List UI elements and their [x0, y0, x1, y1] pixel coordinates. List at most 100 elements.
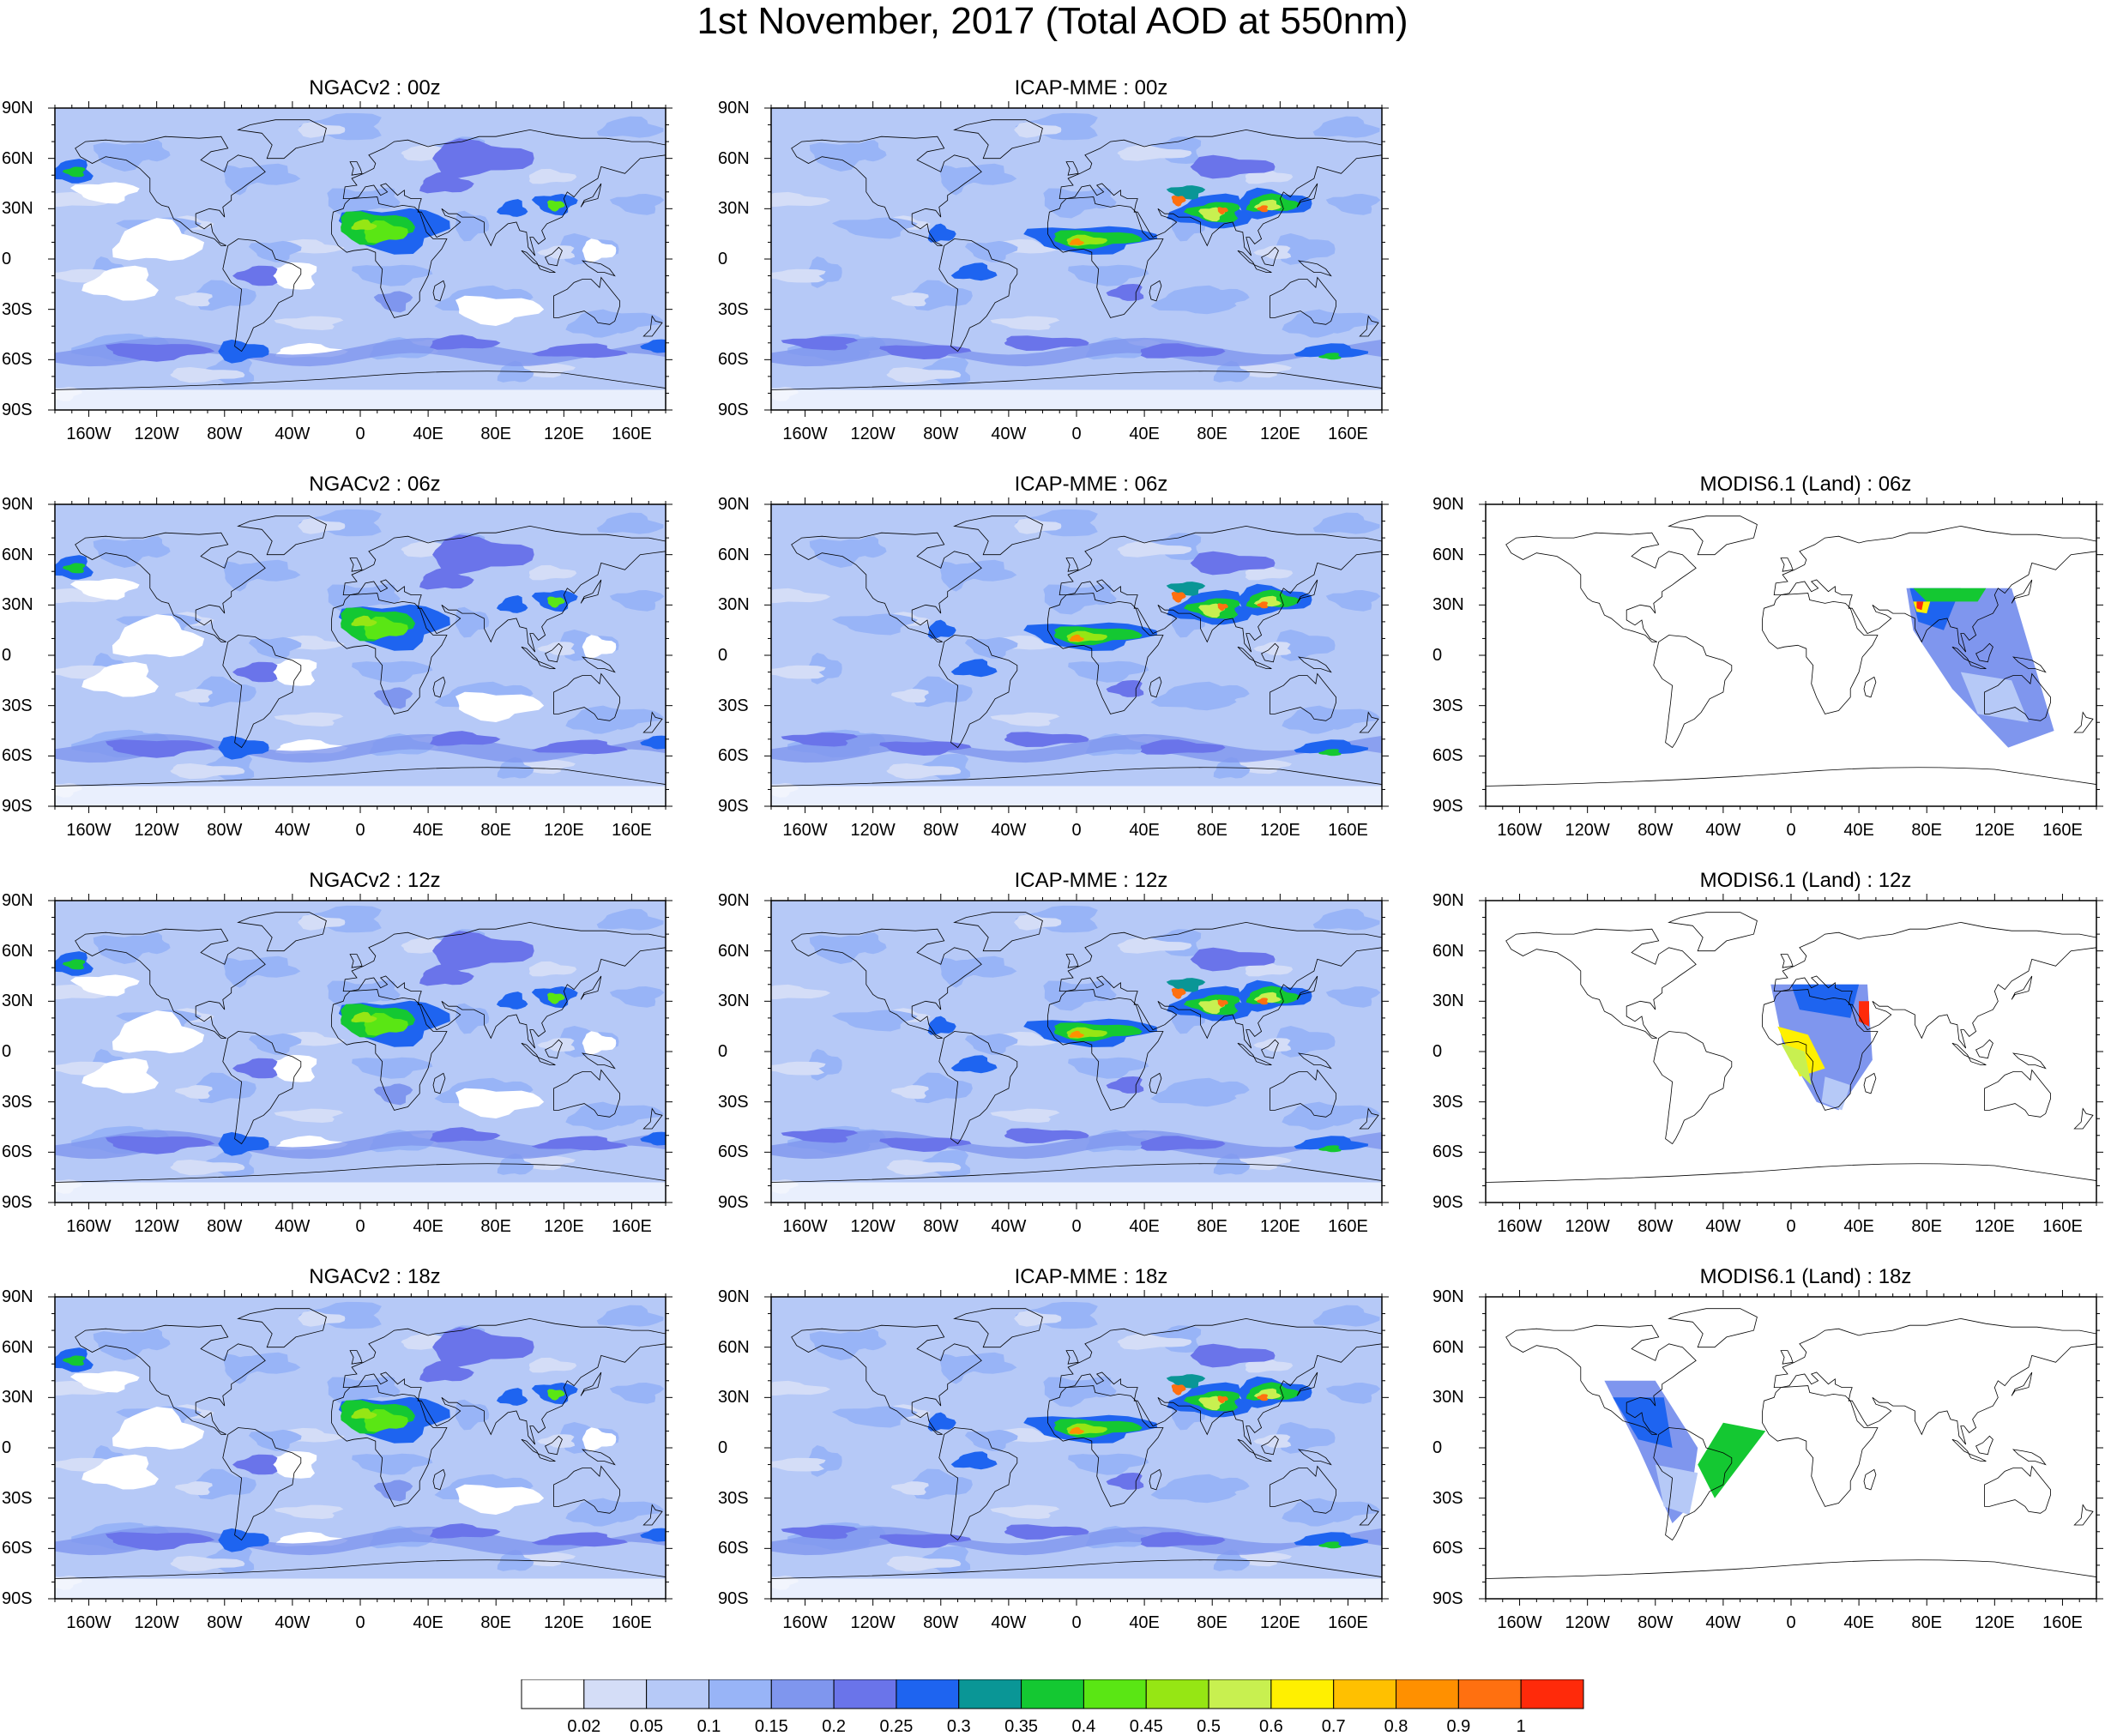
lon-tick-label: 120E — [543, 1217, 584, 1236]
coastline-africa — [1047, 593, 1164, 714]
coastline-madagascar — [432, 676, 446, 698]
coastline-greenland — [953, 119, 1043, 160]
lon-tick-label: 120E — [1259, 425, 1300, 443]
coastline-antarctica — [55, 1559, 666, 1579]
lat-tick-label: 60S — [2, 1142, 33, 1162]
coastline-africa — [1047, 989, 1164, 1111]
aod-field-patch — [274, 1504, 344, 1519]
aod-feature — [351, 219, 377, 231]
aod-clean-region — [81, 1454, 159, 1490]
colorbar-swatch — [1457, 1679, 1522, 1709]
axis-ticks — [48, 101, 673, 417]
coastline-greenland — [953, 515, 1043, 556]
panel-title: NGACv2 : 18z — [309, 1265, 441, 1288]
axis-ticks — [1479, 1290, 2103, 1606]
colorbar: 0.02 0.05 0.1 0.15 0.2 0.25 0.3 0.35 0.4 0.45 0.5 0… — [0, 1673, 2105, 1736]
panel-title: MODIS6.1 (Land) : 06z — [1699, 473, 1912, 496]
coastline-new-zealand — [642, 1504, 663, 1526]
aod-field-patch — [809, 935, 876, 964]
aod-feature — [62, 1355, 86, 1366]
coastline-australia — [1984, 672, 2051, 721]
lon-tick-label: 0 — [1786, 1217, 1796, 1236]
lat-tick-label: 90N — [718, 99, 750, 118]
aod-feature — [547, 596, 565, 608]
aod-feature — [1140, 739, 1226, 755]
colorbar-label: 0.5 — [1197, 1717, 1221, 1736]
colorbar-swatch — [896, 1679, 960, 1709]
coastline-britain — [349, 1350, 363, 1365]
panel-title: NGACv2 : 00z — [309, 76, 441, 99]
aod-field-patch — [327, 584, 389, 615]
aod-feature — [106, 343, 215, 362]
map-panel-icap-06: ICAP-MME : 06z 90N 60N 30N 0 30S 60S 90S 160W 120… — [716, 472, 1454, 841]
aod-feature — [950, 1451, 998, 1470]
aod-feature — [62, 166, 86, 178]
coastline-britain — [1780, 1350, 1794, 1365]
lon-tick-label: 160E — [2042, 821, 2083, 840]
coastline-south-america — [1653, 1031, 1733, 1145]
aod-feature — [232, 1454, 278, 1475]
aod-swath-region — [1781, 1043, 1812, 1086]
lon-tick-label: 160E — [612, 425, 652, 443]
aod-field-patch — [886, 763, 962, 780]
axis-ticks — [764, 101, 1389, 417]
aod-field-patch — [298, 914, 346, 931]
lon-tick-label: 120E — [543, 1613, 584, 1632]
aod-clean-region — [81, 661, 159, 697]
map-plot — [1479, 1290, 2103, 1606]
lat-tick-label: 30N — [2, 595, 33, 615]
aod-field-patch — [565, 309, 620, 338]
aod-feature — [351, 1407, 377, 1420]
coastline-borneo — [1261, 1435, 1279, 1456]
lat-tick-label: 30N — [2, 1388, 33, 1407]
aod-clean-region — [582, 238, 617, 262]
lon-tick-label: 40E — [413, 1613, 443, 1632]
map-panel-modis-12: MODIS6.1 (Land) : 12z 90N 60N 30N 0 30S 60S 90S… — [1431, 868, 2105, 1237]
colorbar-swatches — [521, 1679, 1584, 1709]
map-panel-ngac-06: NGACv2 : 06z 90N 60N 30N 0 30S 60S 90S 160W 120W 8… — [0, 472, 738, 841]
coastline-new-zealand — [2073, 711, 2094, 733]
map-panel-icap-12: ICAP-MME : 12z 90N 60N 30N 0 30S 60S 90S 160W 120… — [716, 868, 1454, 1237]
lon-tick-label: 40W — [991, 1613, 1027, 1632]
lon-tick-label: 120E — [1974, 1613, 2015, 1632]
lat-tick-label: 90N — [718, 1287, 750, 1306]
aod-field-patch — [886, 1556, 962, 1572]
aod-feature — [218, 1528, 269, 1552]
aod-field-patch — [771, 1380, 831, 1396]
colorbar-label: 0.1 — [697, 1717, 721, 1736]
aod-field-patch — [1150, 1077, 1237, 1107]
coastline-new-guinea — [2012, 656, 2047, 673]
aod-swath-region — [1613, 1397, 1673, 1448]
lon-tick-label: 120E — [1974, 821, 2015, 840]
aod-field-patch — [1282, 1498, 1336, 1527]
aod-clean-region — [112, 1407, 205, 1450]
coastline-greenland — [1668, 515, 1758, 556]
aod-field-patch — [831, 1010, 918, 1032]
aod-field-patch — [990, 1504, 1060, 1519]
aod-field-patch — [195, 1072, 256, 1104]
aod-swath-region — [1655, 1464, 1698, 1516]
lat-tick-label: 0 — [2, 250, 12, 268]
aod-field-patch — [248, 240, 302, 262]
aod-feature — [531, 1532, 628, 1547]
aod-field-patch — [223, 165, 260, 196]
lon-tick-label: 160W — [66, 821, 112, 840]
aod-field-patch — [170, 367, 245, 383]
aod-field-patch — [274, 1108, 344, 1123]
coastline-madagascar — [432, 280, 446, 302]
lon-tick-label: 40E — [1843, 821, 1874, 840]
coastline-japan — [2011, 579, 2033, 604]
aod-field-patch — [771, 984, 831, 1000]
coastline-new-zealand — [642, 711, 663, 733]
aod-field-patch — [274, 712, 344, 726]
coastline-indonesia — [1237, 1042, 1272, 1065]
map-panel-ngac-12: NGACv2 : 12z 90N 60N 30N 0 30S 60S 90S 160W 120W 8… — [0, 868, 738, 1237]
aod-field-patch — [964, 1429, 1018, 1451]
coastline-africa — [1762, 989, 1879, 1111]
lon-tick-label: 0 — [1786, 1613, 1796, 1632]
lat-tick-label: 90S — [2, 1589, 33, 1608]
antarctica — [771, 1578, 1382, 1599]
lat-tick-label: 30S — [2, 1488, 33, 1508]
aod-feature — [1171, 195, 1186, 207]
aod-feature — [1106, 680, 1144, 697]
